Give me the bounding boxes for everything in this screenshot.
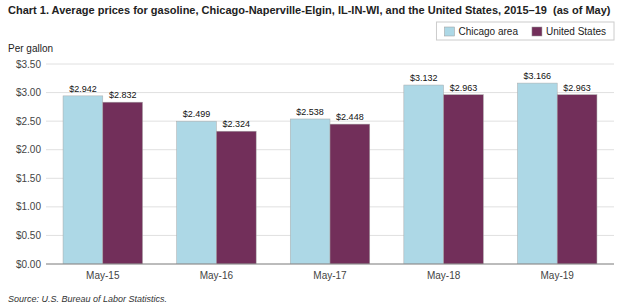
data-label: $3.166 [524,71,552,81]
x-tick-label: May-16 [200,270,234,281]
x-tick-label: May-15 [86,270,120,281]
bar [517,83,557,264]
data-label: $2.499 [183,109,211,119]
y-tick-label: $0.50 [16,230,41,241]
data-label: $3.132 [410,73,438,83]
y-tick-label: $2.50 [16,116,41,127]
data-label: $2.963 [450,83,478,93]
y-tick-label: $1.00 [16,201,41,212]
x-tick-label: May-17 [313,270,347,281]
legend-label: United States [546,26,606,37]
x-tick-label: May-19 [541,270,575,281]
bar [290,119,330,264]
legend-label: Chicago area [458,26,518,37]
chart: Chart 1. Average prices for gasoline, Ch… [0,0,624,308]
y-tick-label: $1.50 [16,173,41,184]
source: Source: U.S. Bureau of Labor Statistics. [8,294,167,304]
bar [103,102,143,264]
grid-line [46,264,614,265]
data-label: $2.324 [223,119,251,129]
bar [216,131,256,264]
y-tick-label: $0.00 [16,259,41,270]
y-tick-label: $3.50 [16,59,41,70]
bar [404,85,444,264]
y-tick-label: $2.00 [16,144,41,155]
data-label: $2.538 [296,107,324,117]
data-labels: $2.942 $2.499 $2.538 $3.132 $3.166 $2.832 $2.3… [69,71,591,129]
bars [63,83,597,264]
bar [557,95,597,264]
x-tick-label: May-18 [427,270,461,281]
legend: Chicago area United States [436,22,614,40]
y-axis-label: Per gallon [8,43,53,54]
legend-swatch [444,27,454,36]
bar [444,95,484,264]
grid [46,64,614,264]
data-label: $2.963 [563,83,591,93]
data-label: $2.832 [109,90,137,100]
bar [330,124,370,264]
chart-container: Chart 1. Average prices for gasoline, Ch… [0,0,624,308]
grid-line [46,64,614,65]
title: Chart 1. Average prices for gasoline, Ch… [8,4,611,16]
bar [63,96,103,264]
bar [177,121,217,264]
data-label: $2.942 [69,84,97,94]
x-axis-line [46,264,614,265]
y-tick-label: $3.00 [16,87,41,98]
legend-box [436,22,614,40]
legend-swatch [532,27,542,36]
data-label: $2.448 [336,112,364,122]
